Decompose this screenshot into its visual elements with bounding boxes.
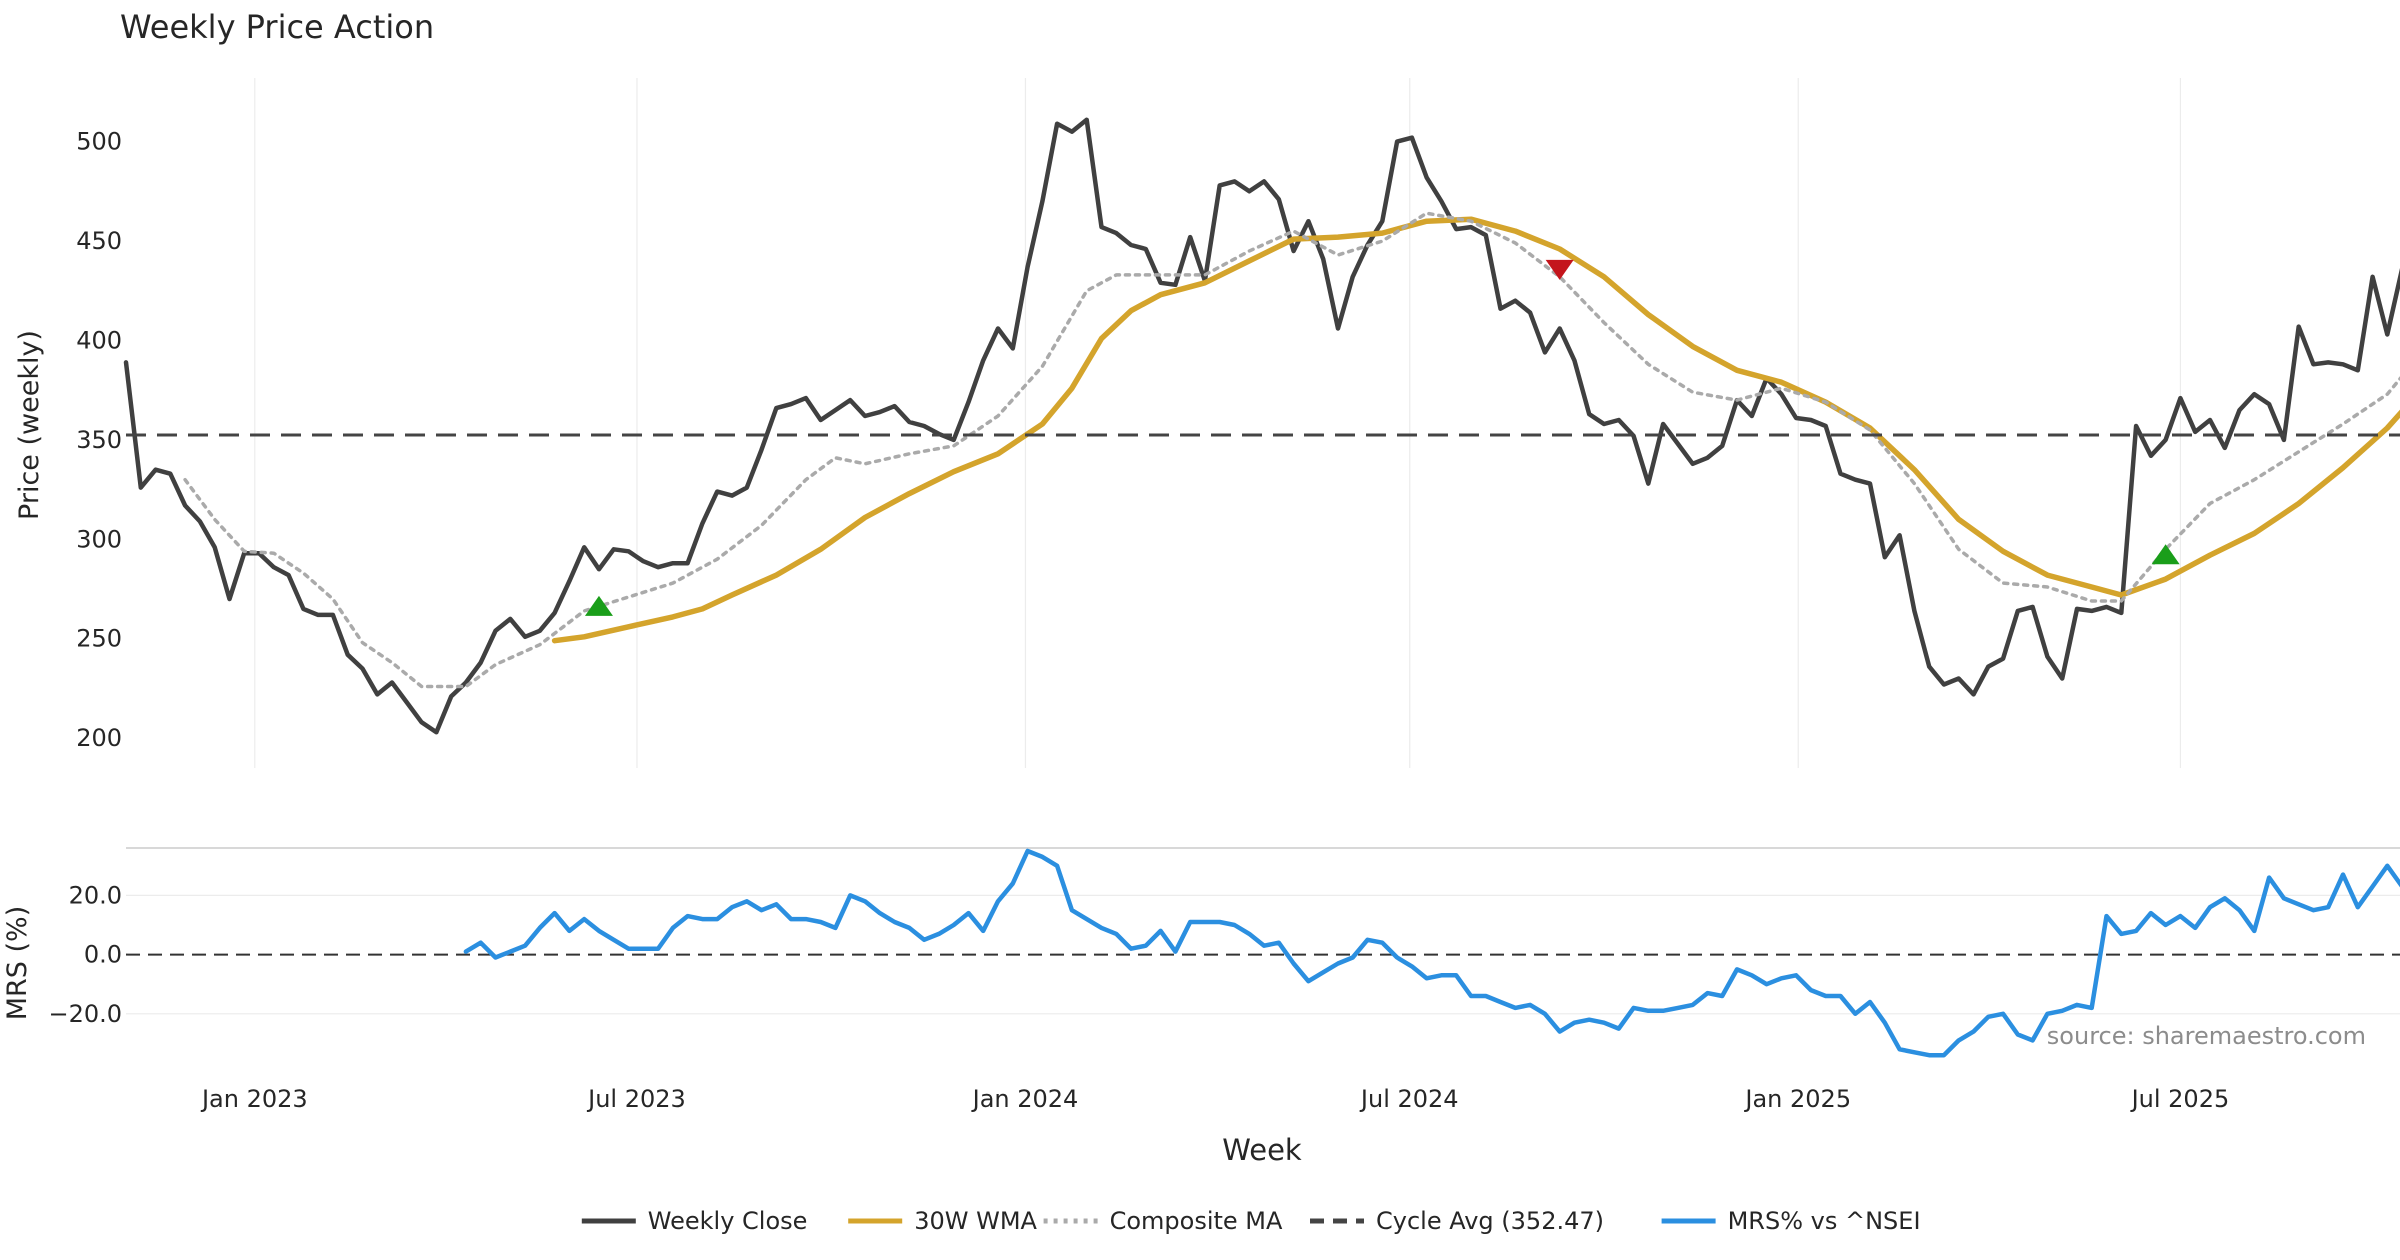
legend-item: 30W WMA: [848, 1207, 1038, 1235]
price-y-tick-label: 250: [76, 625, 122, 653]
price-grid: 200 250 300 350 400 450 500: [76, 78, 2182, 768]
price-y-tick-label: 300: [76, 525, 122, 553]
legend-label: Cycle Avg (352.47): [1376, 1207, 1604, 1235]
buy-signal-marker: [2151, 544, 2180, 565]
price-y-tick-label: 400: [76, 326, 122, 354]
legend-label: MRS% vs ^NSEI: [1728, 1207, 1921, 1235]
sell-signal-marker: [1545, 259, 1574, 280]
mrs-line: [463, 848, 2400, 1058]
x-tick-label: Jan 2024: [971, 1085, 1079, 1113]
mrs-y-tick-label: 20.0: [69, 881, 122, 909]
mrs-grid: −20.0 0.0 20.0: [48, 847, 2400, 1028]
source-note: source: sharemaestro.com: [2047, 1022, 2366, 1050]
weekly-close-line: [123, 117, 2400, 735]
mrs-y-axis-label: MRS (%): [2, 906, 33, 1021]
legend-item: Weekly Close: [581, 1207, 808, 1235]
legend-label: Composite MA: [1110, 1207, 1283, 1235]
price-panel: [123, 117, 2400, 735]
x-tick-label: Jul 2024: [1359, 1085, 1459, 1113]
buy-signal-marker: [584, 595, 613, 616]
x-tick-label: Jul 2023: [586, 1085, 686, 1113]
x-tick-label: Jan 2023: [200, 1085, 308, 1113]
legend-item: Composite MA: [1043, 1207, 1283, 1235]
legend-label: 30W WMA: [914, 1207, 1037, 1235]
x-axis: Jan 2023 Jul 2023 Jan 2024 Jul 2024 Jan 2025…: [200, 1085, 2229, 1113]
chart-title: Weekly Price Action: [120, 8, 434, 46]
mrs-y-tick-label: 0.0: [84, 941, 122, 969]
price-y-tick-label: 450: [76, 227, 122, 255]
legend-label: Weekly Close: [648, 1207, 808, 1235]
x-axis-label: Week: [1222, 1133, 1302, 1167]
x-tick-label: Jul 2025: [2130, 1085, 2230, 1113]
price-y-axis-label: Price (weekly): [14, 330, 45, 520]
price-y-tick-label: 350: [76, 426, 122, 454]
price-y-tick-label: 500: [76, 128, 122, 156]
mrs-panel: [463, 848, 2400, 1058]
x-tick-label: Jan 2025: [1743, 1085, 1851, 1113]
wma-30w-line: [551, 216, 2400, 644]
legend: Weekly Close 30W WMA Composite MA Cycle Avg…: [581, 1207, 1921, 1235]
legend-item: MRS% vs ^NSEI: [1661, 1207, 1921, 1235]
legend-item: Cycle Avg (352.47): [1310, 1207, 1604, 1235]
composite-ma-line: [183, 211, 2400, 689]
mrs-y-tick-label: −20.0: [48, 1000, 122, 1028]
price-y-tick-label: 200: [76, 724, 122, 752]
